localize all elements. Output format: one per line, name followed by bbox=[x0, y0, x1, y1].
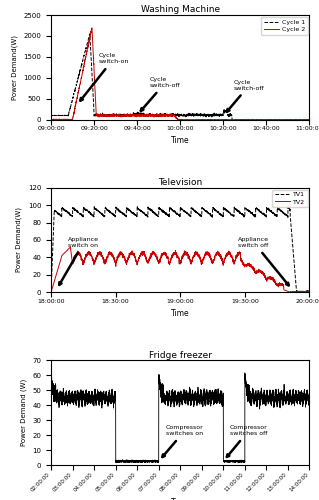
Cycle 2 bbox=[268, 116, 272, 122]
Y-axis label: Power Demand(W): Power Demand(W) bbox=[11, 35, 18, 100]
Cycle 2 bbox=[167, 112, 170, 118]
Y-axis label: Power Demand(W): Power Demand(W) bbox=[16, 208, 22, 272]
Cycle 1 bbox=[49, 112, 53, 118]
Cycle 1 bbox=[230, 116, 234, 122]
Legend: Cycle 1, Cycle 2: Cycle 1, Cycle 2 bbox=[261, 17, 308, 34]
Cycle 1 bbox=[88, 31, 92, 37]
TV2 bbox=[49, 290, 53, 296]
TV2 bbox=[268, 276, 272, 282]
X-axis label: Time: Time bbox=[171, 136, 189, 145]
TV1 bbox=[308, 288, 311, 294]
TV2 bbox=[85, 252, 89, 258]
Cycle 1 bbox=[268, 116, 272, 122]
Line: Cycle 1: Cycle 1 bbox=[51, 34, 309, 119]
X-axis label: Time: Time bbox=[171, 498, 189, 500]
Title: Washing Machine: Washing Machine bbox=[141, 5, 220, 14]
TV1 bbox=[78, 210, 81, 216]
Cycle 1 bbox=[85, 43, 88, 49]
TV2 bbox=[308, 290, 311, 296]
TV2 bbox=[69, 250, 73, 256]
Title: Fridge freezer: Fridge freezer bbox=[149, 350, 212, 360]
TV2 bbox=[69, 244, 72, 250]
Cycle 2 bbox=[49, 116, 53, 122]
TV1 bbox=[268, 208, 272, 214]
Cycle 1 bbox=[78, 71, 81, 77]
TV1 bbox=[69, 212, 73, 218]
Text: Compressor
switches off: Compressor switches off bbox=[227, 426, 268, 457]
TV1 bbox=[49, 290, 53, 296]
TV2 bbox=[78, 250, 81, 256]
Cycle 2 bbox=[85, 50, 89, 56]
Cycle 2 bbox=[308, 116, 311, 122]
TV1 bbox=[167, 213, 170, 219]
Text: Cycle
switch-off: Cycle switch-off bbox=[141, 77, 181, 111]
Line: TV2: TV2 bbox=[51, 247, 309, 292]
Y-axis label: Power Demand (W): Power Demand (W) bbox=[20, 379, 27, 446]
TV1 bbox=[135, 204, 139, 210]
TV2 bbox=[56, 265, 60, 271]
TV2 bbox=[167, 260, 170, 266]
Cycle 2 bbox=[69, 116, 73, 122]
Line: TV1: TV1 bbox=[51, 206, 309, 292]
Cycle 1 bbox=[308, 116, 311, 122]
Cycle 1 bbox=[56, 112, 60, 118]
Cycle 2 bbox=[56, 116, 60, 122]
Title: Television: Television bbox=[158, 178, 202, 187]
Text: Cycle
switch-off: Cycle switch-off bbox=[227, 80, 265, 112]
Cycle 1 bbox=[69, 102, 73, 108]
X-axis label: Time: Time bbox=[171, 309, 189, 318]
Line: Cycle 2: Cycle 2 bbox=[51, 28, 309, 120]
Text: Appliance
switch off: Appliance switch off bbox=[238, 237, 289, 286]
Text: Compressor
switches on: Compressor switches on bbox=[162, 426, 204, 457]
Text: Cycle
switch-on: Cycle switch-on bbox=[80, 54, 129, 100]
TV1 bbox=[56, 210, 60, 216]
Legend: TV1, TV2: TV1, TV2 bbox=[272, 190, 308, 207]
Cycle 1 bbox=[167, 112, 170, 118]
Cycle 2 bbox=[78, 84, 81, 89]
Cycle 2 bbox=[90, 25, 94, 31]
Text: Appliance
switch on: Appliance switch on bbox=[59, 237, 99, 285]
Cycle 2 bbox=[51, 116, 55, 122]
TV1 bbox=[85, 208, 88, 214]
